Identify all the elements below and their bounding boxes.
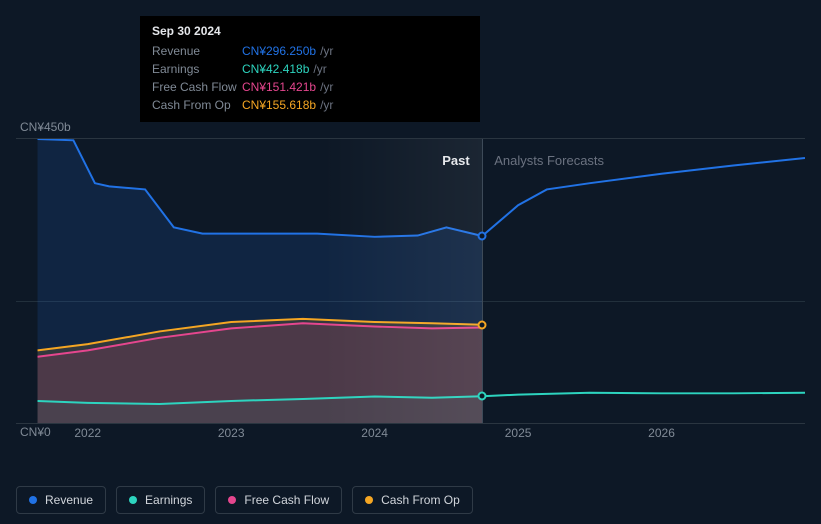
hover-tooltip: Sep 30 2024 RevenueCN¥296.250b/yrEarning… [140,16,480,122]
x-axis-tick: 2024 [361,426,388,440]
tooltip-row: Cash From OpCN¥155.618b/yr [152,96,468,114]
legend: Revenue Earnings Free Cash Flow Cash From O… [16,486,473,514]
tooltip-row-suffix: /yr [320,80,333,94]
tooltip-row-label: Earnings [152,62,242,76]
legend-dot [365,496,373,504]
x-axis-tick: 2025 [505,426,532,440]
line-area-svg [16,139,805,423]
x-axis-tick: 2026 [648,426,675,440]
legend-label: Free Cash Flow [244,493,329,507]
cursor-line [482,139,483,423]
legend-label: Earnings [145,493,192,507]
tooltip-row-label: Cash From Op [152,98,242,112]
legend-item-free-cash-flow[interactable]: Free Cash Flow [215,486,342,514]
data-point-dot [478,320,487,329]
tooltip-row: EarningsCN¥42.418b/yr [152,60,468,78]
legend-item-revenue[interactable]: Revenue [16,486,106,514]
tooltip-rows: RevenueCN¥296.250b/yrEarningsCN¥42.418b/… [152,42,468,114]
tooltip-row-value: CN¥151.421b [242,80,316,94]
chart-area[interactable]: CN¥450b CN¥0 Past Analysts Forecasts 202… [16,126,805,446]
data-point-dot [478,392,487,401]
x-axis-tick: 2022 [74,426,101,440]
tooltip-date: Sep 30 2024 [152,24,468,38]
tooltip-row-value: CN¥42.418b [242,62,309,76]
chart-container: Sep 30 2024 RevenueCN¥296.250b/yrEarning… [0,0,821,524]
tooltip-row: Free Cash FlowCN¥151.421b/yr [152,78,468,96]
tooltip-row: RevenueCN¥296.250b/yr [152,42,468,60]
plot-area: Past Analysts Forecasts 2022202320242025… [16,138,805,424]
legend-dot [129,496,137,504]
legend-label: Cash From Op [381,493,460,507]
legend-dot [228,496,236,504]
tooltip-row-value: CN¥155.618b [242,98,316,112]
legend-dot [29,496,37,504]
legend-item-earnings[interactable]: Earnings [116,486,205,514]
x-axis-tick: 2023 [218,426,245,440]
tooltip-row-label: Revenue [152,44,242,58]
tooltip-row-suffix: /yr [320,44,333,58]
y-axis-max-label: CN¥450b [20,120,71,134]
legend-label: Revenue [45,493,93,507]
legend-item-cash-from-op[interactable]: Cash From Op [352,486,473,514]
tooltip-row-suffix: /yr [320,98,333,112]
x-axis: 2022 2023 2024 2025 2026 [16,426,805,446]
tooltip-row-label: Free Cash Flow [152,80,242,94]
tooltip-row-value: CN¥296.250b [242,44,316,58]
data-point-dot [478,232,487,241]
tooltip-row-suffix: /yr [313,62,326,76]
